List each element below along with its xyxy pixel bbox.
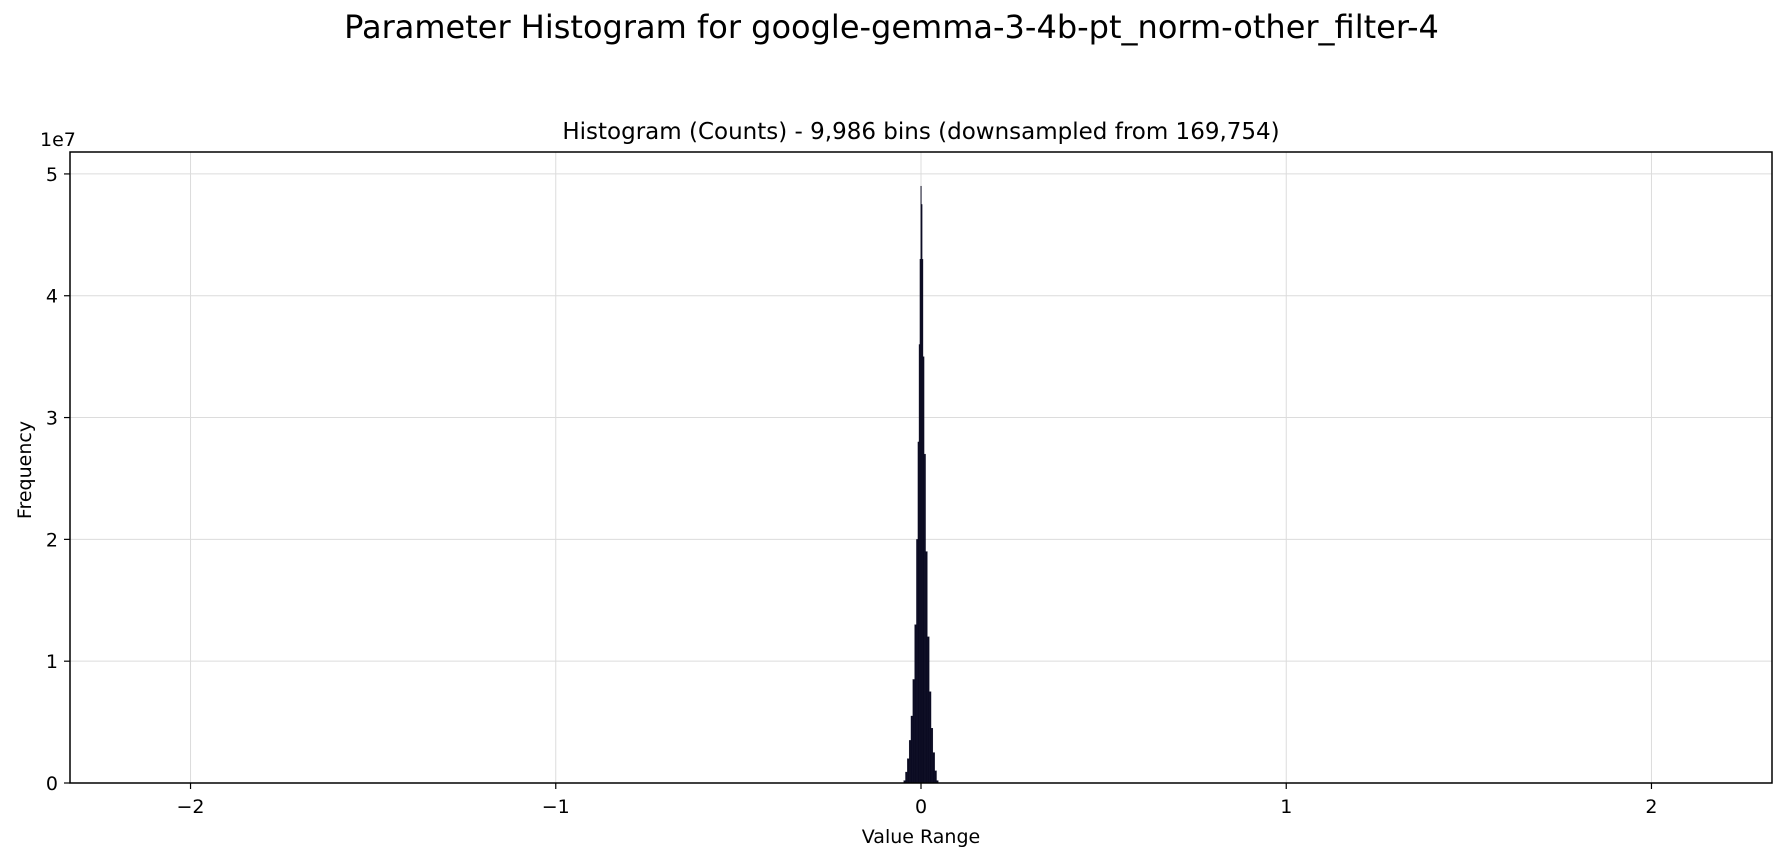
histogram-bar (930, 728, 934, 784)
histogram-bars (903, 185, 939, 784)
histogram-bar (929, 691, 932, 784)
histogram-bar (912, 679, 915, 784)
x-tick-label: −2 (177, 796, 205, 818)
figure-title: Parameter Histogram for google-gemma-3-4… (344, 8, 1439, 46)
y-offset-label: 1e7 (40, 129, 76, 151)
histogram-bar (910, 715, 913, 784)
histogram-bar (932, 752, 935, 784)
y-tick-label: 4 (46, 286, 58, 308)
y-tick-label: 3 (46, 408, 58, 430)
histogram-bar (925, 551, 928, 784)
histogram-bar (907, 758, 910, 784)
histogram-bar (908, 740, 912, 784)
x-tick-label: 0 (915, 796, 927, 818)
histogram-bar (922, 356, 925, 784)
y-tick-label: 0 (46, 773, 58, 795)
x-axis-label: Value Range (862, 826, 980, 848)
x-axis-ticks: −2 −1 0 1 2 (177, 783, 1658, 818)
x-tick-label: −1 (542, 796, 570, 818)
histogram-bar (914, 624, 917, 784)
chart-title: Histogram (Counts) - 9,986 bins (downsam… (562, 119, 1279, 145)
histogram-bar (916, 539, 919, 784)
x-tick-label: 2 (1645, 796, 1657, 818)
y-tick-label: 1 (46, 651, 58, 673)
y-tick-label: 5 (46, 164, 58, 186)
histogram-bar (923, 453, 926, 784)
y-axis-label: Frequency (14, 421, 36, 519)
x-tick-label: 1 (1280, 796, 1292, 818)
histogram-bar (934, 770, 937, 784)
histogram-bar (905, 771, 908, 784)
y-axis-ticks: 0 1 2 3 4 5 (46, 164, 70, 795)
y-tick-label: 2 (46, 529, 58, 551)
histogram-bar (917, 441, 920, 784)
histogram-bar (927, 636, 930, 784)
